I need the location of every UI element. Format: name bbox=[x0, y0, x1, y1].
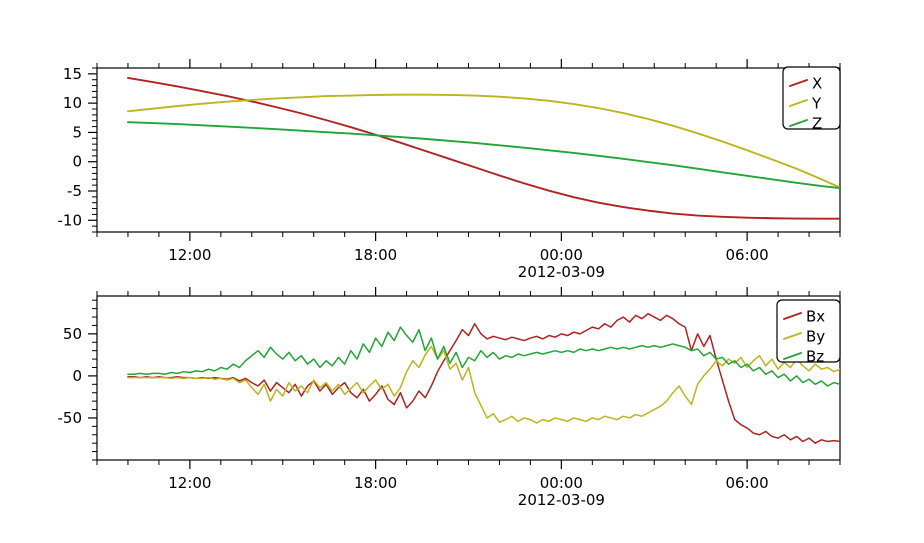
x-tick-label: 18:00 bbox=[354, 474, 397, 492]
series-layer bbox=[127, 312, 840, 444]
legend-label-z: Z bbox=[812, 115, 822, 133]
legend[interactable]: XYZ bbox=[782, 66, 841, 133]
top-panel-group: 12:00 18:00 00:00 06:00 2012-03-09 15 10 5 0 -5 -1… bbox=[58, 59, 841, 281]
x-tick-label: 06:00 bbox=[726, 474, 769, 492]
y-tick-label: -10 bbox=[58, 211, 83, 229]
x-tick-label: 00:00 bbox=[540, 246, 583, 264]
y-tick-label: 10 bbox=[63, 94, 82, 112]
series-line-y bbox=[127, 93, 840, 189]
series-line-z bbox=[127, 121, 840, 190]
legend[interactable]: Bx By Bz bbox=[776, 299, 841, 366]
y-tick-label: -50 bbox=[58, 409, 83, 427]
series-layer bbox=[127, 77, 840, 220]
legend-swatch-x bbox=[789, 79, 808, 87]
series-line-bz bbox=[127, 326, 840, 387]
series-line-by bbox=[127, 345, 840, 424]
legend-swatch-by bbox=[783, 332, 802, 340]
legend-label-x: X bbox=[812, 75, 822, 93]
y-tick-label: 15 bbox=[63, 65, 82, 83]
y-tick-label: 0 bbox=[72, 153, 82, 171]
x-axis-date-label: 2012-03-09 bbox=[518, 491, 605, 509]
legend-label-by: By bbox=[806, 328, 825, 346]
legend-swatch-bx bbox=[783, 312, 802, 320]
y-tick-label: 50 bbox=[63, 325, 82, 343]
legend-label-bz: Bz bbox=[806, 348, 824, 366]
legend-label-bx: Bx bbox=[806, 308, 825, 326]
series-line-bx bbox=[127, 312, 840, 444]
x-axis-date-label: 2012-03-09 bbox=[518, 263, 605, 281]
y-tick-label: -5 bbox=[67, 182, 82, 200]
legend-label-y: Y bbox=[811, 95, 822, 113]
x-tick-label: 06:00 bbox=[726, 246, 769, 264]
legend-swatch-y bbox=[789, 99, 808, 107]
legend-swatch-z bbox=[789, 119, 808, 127]
y-tick-label: 0 bbox=[72, 367, 82, 385]
series-line-x bbox=[127, 77, 840, 220]
x-tick-label: 00:00 bbox=[540, 474, 583, 492]
bottom-panel-group: 12:00 18:00 00:00 06:00 2012-03-09 50 0 -50 Bx By… bbox=[58, 287, 841, 509]
y-tick-label: 5 bbox=[72, 123, 82, 141]
x-tick-label: 12:00 bbox=[168, 474, 211, 492]
x-tick-label: 12:00 bbox=[168, 246, 211, 264]
x-tick-label: 18:00 bbox=[354, 246, 397, 264]
legend-swatch-bz bbox=[783, 352, 802, 360]
